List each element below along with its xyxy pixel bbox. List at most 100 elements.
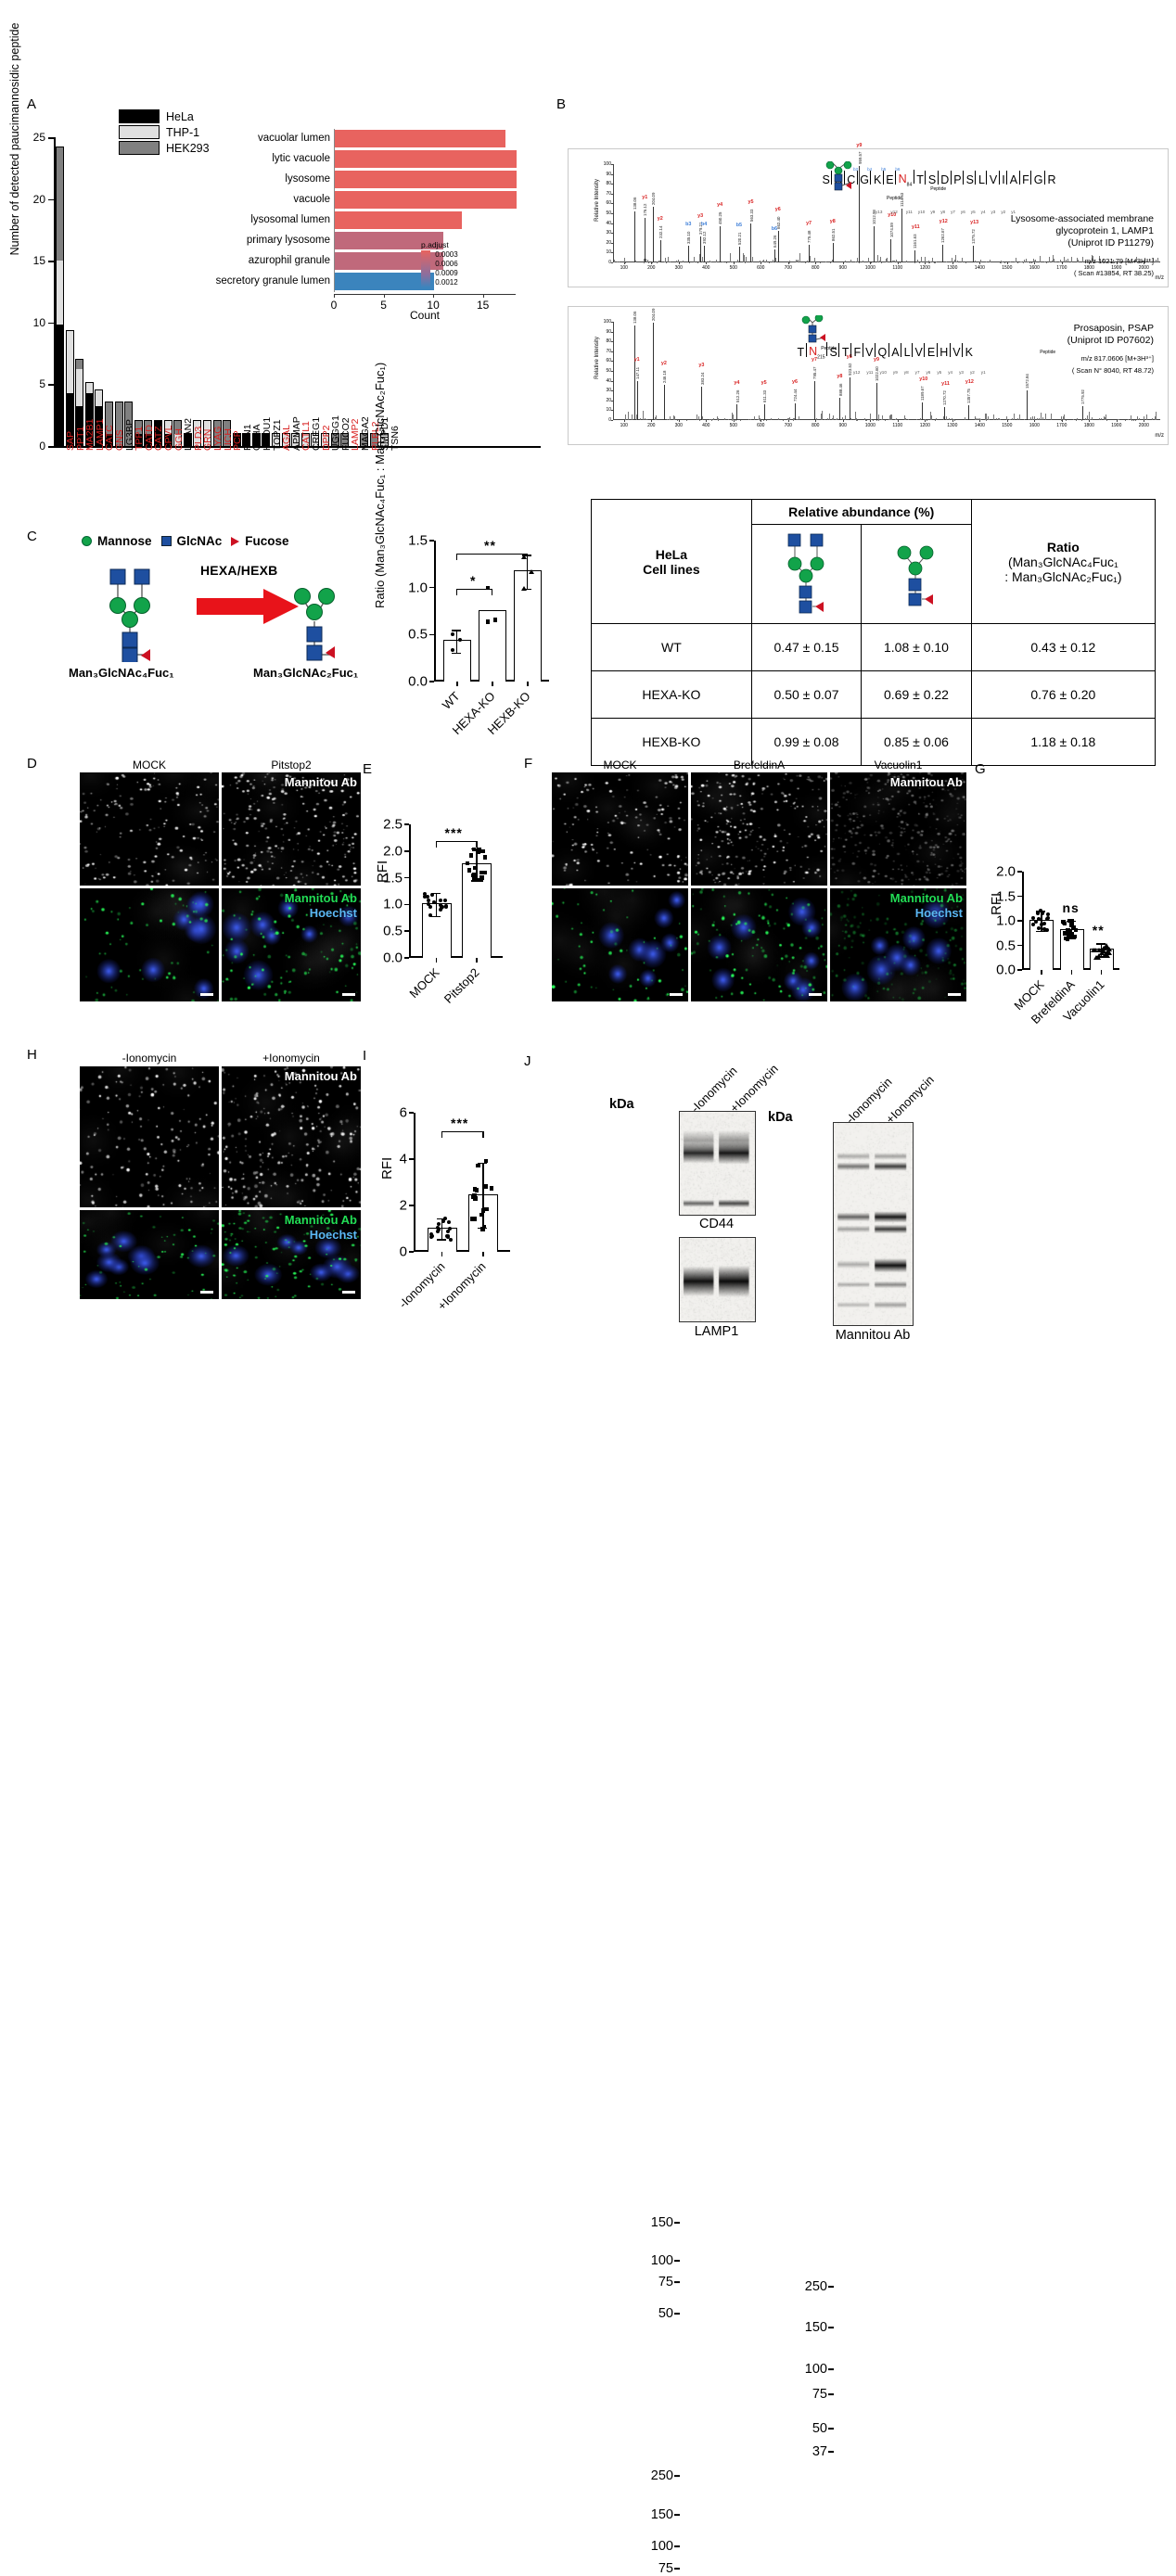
micrograph-grayscale-pitstop2: Mannitou Ab [222, 772, 361, 886]
peak-mz-label: 204.09 [651, 192, 656, 204]
noise-peak [754, 416, 755, 420]
noise-peak [845, 261, 846, 262]
fucose-icon [231, 537, 239, 546]
panel-letter-b: B [556, 96, 566, 112]
spec-x-tick [815, 420, 816, 422]
spec-x-tick-label: 100 [620, 265, 628, 271]
data-point [484, 1159, 488, 1163]
spec-x-tick-label: 1400 [975, 423, 985, 428]
noise-peak [730, 253, 731, 262]
peak-1262.67 [942, 245, 943, 262]
y-tick-label: 4 [400, 1152, 407, 1167]
data-point [440, 906, 443, 910]
panel-letter-g: G [975, 761, 986, 777]
noise-peak [632, 414, 633, 420]
y-tick [404, 877, 409, 879]
overlay-label-mannitou: Mannitou Ab [285, 1069, 357, 1083]
panel-letter-c: C [27, 529, 37, 544]
data-point [1105, 950, 1110, 954]
table-body: WT0.47 ± 0.151.08 ± 0.100.43 ± 0.12HEXA-… [592, 624, 1156, 766]
noise-peak [683, 261, 684, 262]
y-tick-label: 6 [400, 1105, 407, 1121]
spectrum-2-xlabel: m/z [1155, 433, 1164, 439]
peak-mz-label: 862.51 [831, 228, 836, 240]
micrograph-canvas [830, 772, 966, 886]
y-tick-label: 0.5 [383, 924, 403, 939]
noise-peak [850, 260, 851, 262]
peak-mz-label: 1189.67 [920, 386, 925, 401]
panel-letter-h: H [27, 1047, 37, 1063]
table-glycan-cell-man2 [862, 525, 971, 624]
noise-peak [766, 260, 767, 262]
y-tick-label: 1.5 [408, 533, 428, 549]
overlay-label-mannitou: Mannitou Ab [285, 775, 357, 789]
bracket-tick [436, 841, 437, 848]
panel-letter-j: J [524, 1053, 531, 1069]
residue-S-11: S [964, 173, 976, 186]
panel-f-micrographs: Mannitou AbMannitou AbHoechst [552, 772, 966, 1001]
noise-peak [724, 418, 725, 420]
spec-x-tick-label: 300 [675, 265, 683, 271]
peak-mz-label: 147.11 [635, 367, 640, 379]
y-tick [409, 1205, 414, 1206]
y-tick-label: 15 [33, 254, 45, 267]
glycan-name-left: Man₃GlcNAc₄Fuc₁ [69, 666, 174, 680]
residue-V-13: V [987, 173, 999, 186]
x-tick [456, 682, 458, 686]
spec-x-tick-label: 1100 [892, 423, 902, 428]
y-tick-label: 2 [400, 1198, 407, 1214]
micrograph-grayscale-mock [552, 772, 688, 886]
noise-peak [640, 418, 641, 420]
noise-peak [1012, 418, 1013, 420]
peak-mz-label: 383.24 [700, 373, 705, 385]
scale-bar [948, 993, 961, 996]
glycan-diagram-left [100, 567, 160, 662]
mw-tick [674, 2568, 680, 2570]
micrograph-grayscale-mock [80, 772, 219, 886]
micrograph-grayscale-ionomycin [80, 1066, 219, 1207]
y-tick [48, 446, 54, 448]
peak-mz-label: 138.06 [633, 197, 637, 209]
peak-mz-label: 246.18 [662, 370, 667, 382]
noise-peak [1146, 414, 1147, 420]
panel-h-col-label-0: -Ionomycin [80, 1052, 219, 1065]
table-cell-man2: 1.08 ± 0.10 [862, 624, 971, 671]
scan-info-2: ( Scan N° 8040, RT 48.72) [965, 364, 1154, 376]
noise-peak [986, 414, 987, 420]
mw-tick [828, 2393, 834, 2395]
noise-peak [713, 418, 714, 420]
y-tick-label: 0 [400, 1244, 407, 1260]
noise-peak [1000, 419, 1001, 420]
glycan-icon-man3glcnac2fuc1 [889, 538, 943, 608]
noise-peak [750, 419, 751, 420]
peak-662.40 [778, 231, 779, 262]
noise-peak [908, 419, 909, 420]
peak-1189.67 [922, 402, 923, 420]
noise-peak [1101, 418, 1102, 420]
go-x-tick [384, 294, 385, 298]
peak-1074.59 [890, 239, 891, 262]
peak-mz-label: 176.12 [643, 204, 647, 216]
spec-x-tick [898, 262, 899, 264]
panel-i-ytitle: RFI [379, 1157, 395, 1180]
data-point [470, 1217, 474, 1220]
go-label-vacuolar-lumen: vacuolar lumen [258, 130, 335, 147]
micrograph-merge-pitstop2: Mannitou AbHoechst [222, 888, 361, 1001]
peak-1775.92 [1082, 406, 1083, 420]
bar-segment-thp-1 [95, 389, 103, 406]
overlay-label-hoechst: Hoechst [915, 906, 963, 920]
bar-segment-thp-1 [85, 382, 94, 393]
peak-1114.53 [901, 209, 902, 262]
significance-label: *** [451, 1116, 468, 1130]
noise-peak [798, 260, 799, 262]
peak-ion-label: y6 [775, 207, 781, 212]
overlay-label-mannitou: Mannitou Ab [890, 891, 963, 905]
peak-ion-label: y4 [717, 202, 722, 208]
data-point [521, 586, 527, 591]
y-tick [409, 1251, 414, 1253]
y-tick [1017, 969, 1022, 971]
y-axis [409, 824, 411, 958]
noise-peak [1014, 417, 1015, 420]
noise-peak [845, 415, 846, 420]
noise-peak [821, 414, 822, 420]
